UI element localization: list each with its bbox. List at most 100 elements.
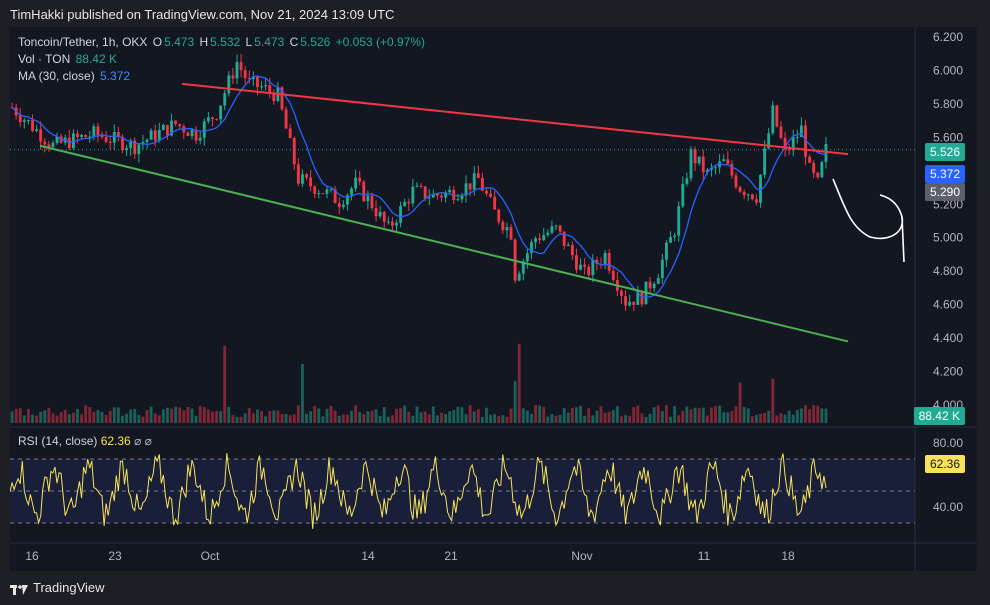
candle-body: [763, 148, 767, 175]
volume-bar: [141, 416, 145, 423]
price-tick-label: 6.000: [933, 63, 963, 77]
candle-body: [84, 134, 88, 138]
candle-body: [824, 143, 828, 162]
volume-bar: [215, 411, 218, 423]
volume-bar: [125, 413, 128, 423]
candle-body: [611, 270, 615, 281]
volume-bar: [681, 410, 685, 423]
volume-bar: [689, 409, 693, 423]
candle-body: [325, 189, 329, 194]
volume-bar: [750, 416, 754, 423]
candle-body: [795, 137, 799, 139]
time-tick-label: Oct: [201, 549, 220, 563]
candle-body: [76, 133, 79, 137]
volume-bar: [480, 416, 484, 423]
volume-bar: [358, 411, 362, 423]
volume-bar: [321, 416, 325, 423]
volume-legend: Vol · TON 88.42 K: [18, 52, 119, 66]
volume-bar: [219, 411, 223, 423]
volume-group: [10, 343, 828, 423]
candle-body: [603, 252, 607, 264]
candle-body: [558, 225, 562, 232]
candle-body: [546, 232, 550, 236]
candle-body: [100, 135, 104, 138]
candle-body: [341, 204, 345, 208]
volume-bar: [166, 407, 169, 423]
volume-bar: [763, 412, 767, 423]
candle-body: [472, 173, 476, 190]
volume-bar: [22, 415, 26, 423]
candle-body: [345, 195, 349, 205]
volume-bar: [587, 408, 591, 423]
volume-bar: [746, 408, 750, 423]
candle-body: [505, 227, 509, 231]
candle-body: [251, 76, 255, 80]
volume-bar: [317, 408, 321, 423]
candle-body: [738, 187, 742, 192]
volume-bar: [440, 412, 443, 423]
volume-bar: [26, 408, 30, 423]
candle-body: [538, 238, 542, 241]
candle-body: [783, 137, 787, 150]
volume-bar: [599, 406, 603, 423]
volume-bar: [362, 414, 366, 423]
volume-bar: [521, 408, 525, 423]
candle-body: [223, 93, 227, 106]
volume-bar: [170, 408, 173, 423]
volume-bar: [595, 410, 599, 423]
volume-bar: [444, 413, 448, 423]
volume-bar: [206, 409, 210, 423]
candle-body: [178, 124, 182, 127]
volume-bar: [562, 407, 566, 423]
volume-bar: [104, 414, 108, 423]
candle-body: [186, 132, 190, 137]
volume-bar: [501, 415, 505, 423]
volume-bar: [534, 405, 537, 423]
candle-body: [374, 208, 378, 217]
volume-bar: [525, 410, 529, 423]
candle-body: [317, 193, 321, 195]
volume-bar: [726, 412, 730, 423]
candle-body: [211, 117, 214, 119]
candle-body: [260, 86, 263, 88]
candle-body: [607, 252, 611, 271]
volume-bar: [644, 416, 648, 423]
volume-bar: [305, 413, 308, 423]
open-value: 5.473: [164, 35, 195, 49]
volume-bar: [665, 405, 668, 423]
candle-body: [689, 149, 693, 179]
candle-body: [517, 273, 521, 281]
time-tick-label: 23: [108, 549, 122, 563]
volume-bar: [660, 411, 664, 423]
volume-bar: [673, 406, 677, 423]
volume-bar: [730, 410, 734, 423]
candle-body: [362, 181, 366, 202]
candle-body: [464, 183, 468, 196]
chart-canvas[interactable]: 6.2006.0005.8005.6005.4005.2005.0004.800…: [10, 27, 977, 571]
tradingview-logo-icon: [10, 583, 28, 595]
candle-body: [575, 255, 578, 270]
candle-body: [620, 290, 623, 297]
rsi-label: RSI (14, close): [18, 434, 98, 448]
volume-bar: [198, 405, 202, 423]
volume-bar: [411, 415, 415, 423]
candle-body: [746, 194, 750, 196]
candle-body: [153, 130, 157, 141]
volume-bar: [632, 407, 636, 423]
candle-body: [215, 118, 218, 120]
volume-bar: [260, 411, 263, 423]
volume-bar: [174, 406, 178, 423]
chart-frame[interactable]: 6.2006.0005.8005.6005.4005.2005.0004.800…: [10, 27, 977, 571]
volume-bar: [476, 409, 480, 423]
volume-bar: [92, 411, 96, 423]
candle-body: [632, 301, 636, 305]
candle-body: [660, 259, 664, 278]
rsi-legend: RSI (14, close) 62.36 ⌀ ⌀: [18, 434, 152, 448]
volume-bar: [211, 411, 214, 423]
candles-group: [10, 54, 828, 312]
volume-bar: [579, 405, 582, 423]
volume-bar: [39, 411, 43, 423]
candle-body: [235, 62, 239, 79]
volume-bar: [345, 414, 349, 423]
candle-body: [534, 238, 537, 243]
